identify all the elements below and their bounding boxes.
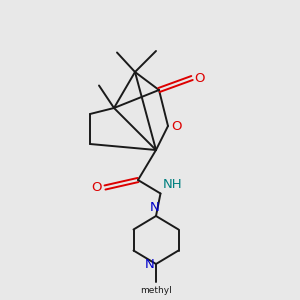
Text: methyl: methyl (140, 286, 172, 295)
Text: NH: NH (163, 178, 182, 191)
Text: N: N (145, 257, 154, 271)
Text: O: O (194, 71, 205, 85)
Text: O: O (172, 119, 182, 133)
Text: N: N (150, 201, 159, 214)
Text: O: O (92, 181, 102, 194)
